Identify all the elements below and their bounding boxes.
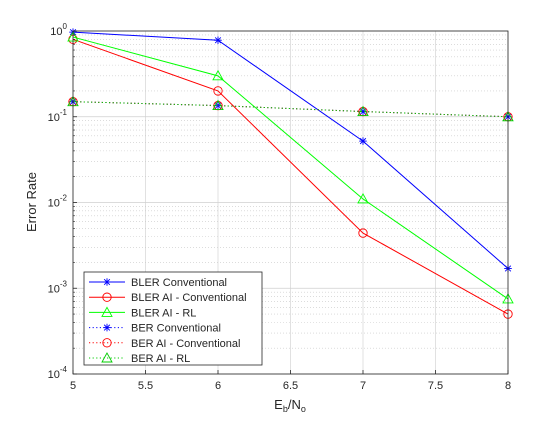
- legend-label-ber-ai-conventional: BER AI - Conventional: [131, 338, 240, 350]
- y-tick-label-base: 10: [50, 26, 62, 38]
- x-tick-label: 6: [215, 380, 221, 392]
- asterisk-stroke: [103, 278, 111, 286]
- legend-entry-ber-ai-rl: BER AI - RL: [89, 352, 190, 365]
- legend-label-bler-ai-conventional: BLER AI - Conventional: [131, 292, 247, 304]
- y-tick-label: 10-2: [48, 194, 68, 210]
- legend-label-bler-conventional: BLER Conventional: [131, 277, 227, 289]
- series-line-ber-ai-rl: [72, 101, 509, 118]
- legend-entry-bler-ai-conventional: BLER AI - Conventional: [89, 292, 247, 304]
- y-tick-label-exp: -4: [60, 365, 68, 374]
- y-tick-label-exp: -1: [60, 108, 68, 117]
- x-axis-label-sub1: b: [283, 404, 288, 414]
- data-point-bler-ai-rl: [212, 69, 224, 81]
- y-tick-label-base: 10: [48, 112, 60, 124]
- y-tick-label-base: 10: [48, 283, 60, 295]
- legend-label-ber-conventional: BER Conventional: [131, 323, 221, 335]
- legend-label-ber-ai-rl: BER AI - RL: [131, 353, 190, 365]
- data-point-ber-ai-rl: [357, 105, 369, 116]
- data-point-bler-ai-rl: [357, 193, 369, 204]
- legend-marker-bler-conventional: [103, 278, 111, 286]
- data-point-bler-ai-conventional: [358, 228, 368, 238]
- legend-marker-bler-ai-conventional: [102, 292, 112, 302]
- plot-area: [67, 28, 514, 319]
- asterisk-stroke: [359, 137, 367, 145]
- series-line-bler-ai-conventional: [72, 38, 509, 315]
- legend-entry-bler-ai-rl: BLER AI - RL: [89, 306, 196, 319]
- x-axis-label-base: E: [274, 397, 283, 412]
- data-point-bler-conventional: [214, 36, 222, 45]
- series-line-bler-conventional: [72, 31, 509, 269]
- y-tick-label-exp: -3: [60, 279, 68, 288]
- legend-marker-bler-ai-rl: [101, 306, 113, 317]
- x-axis-label: Eb/No: [274, 397, 306, 414]
- legend-box: [83, 271, 263, 366]
- x-tick-label: 7: [360, 380, 366, 392]
- data-point-ber-ai-rl: [212, 99, 224, 111]
- y-tick-label: 100: [50, 22, 67, 38]
- y-tick-label-exp: 0: [63, 22, 68, 31]
- y-tick-label-base: 10: [48, 198, 60, 210]
- legend-label-bler-ai-rl: BLER AI - RL: [131, 307, 196, 319]
- legend-entry-ber-ai-conventional: BER AI - Conventional: [89, 338, 240, 350]
- y-tick-label: 10-3: [48, 279, 68, 295]
- y-tick-label-base: 10: [48, 369, 60, 381]
- x-axis-label-sub2: o: [301, 404, 306, 414]
- y-axis-label: Error Rate: [24, 172, 39, 232]
- legend-marker-ber-ai-rl: [101, 352, 113, 363]
- asterisk-stroke: [214, 37, 222, 44]
- asterisk-stroke: [103, 324, 111, 331]
- legend-marker-ber-conventional: [103, 323, 111, 332]
- data-point-bler-conventional: [359, 137, 367, 145]
- legend-marker-ber-ai-conventional: [102, 338, 112, 348]
- x-tick-label: 5.5: [138, 380, 153, 392]
- x-tick-label: 5: [70, 380, 76, 392]
- data-point-bler-ai-conventional: [213, 86, 223, 96]
- y-tick-label-exp: -2: [60, 194, 68, 203]
- legend-entry-ber-conventional: BER Conventional: [89, 323, 221, 335]
- x-tick-label: 6.5: [283, 380, 298, 392]
- y-tick-label: 10-1: [48, 108, 68, 124]
- legend: BLER Conventional BLER AI - Conventional B…: [83, 271, 263, 366]
- x-tick-label: 7.5: [428, 380, 443, 392]
- legend-entry-bler-conventional: BLER Conventional: [89, 277, 227, 289]
- x-axis-label-mid: /N: [288, 397, 301, 412]
- series-line-bler-ai-rl: [72, 36, 509, 300]
- x-tick-label: 8: [505, 380, 511, 392]
- y-tick-label: 10-4: [48, 365, 68, 381]
